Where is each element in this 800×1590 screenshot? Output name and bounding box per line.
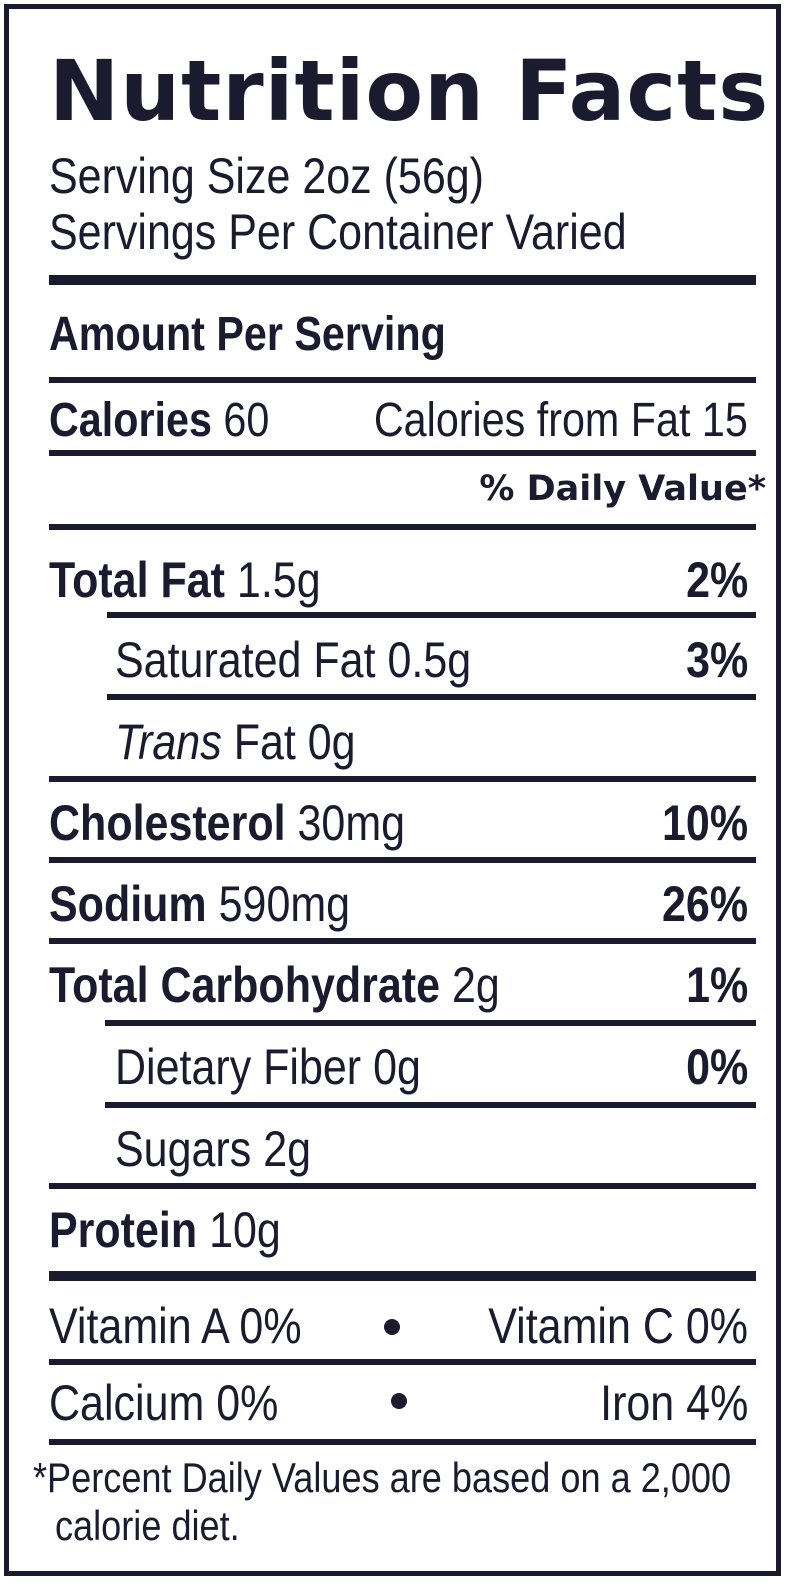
divider <box>105 1102 756 1108</box>
trans-fat-rest: Fat 0g <box>233 714 356 770</box>
footnote-line-1: *Percent Daily Values are based on a 2,0… <box>33 1454 732 1501</box>
divider <box>49 1359 756 1365</box>
calcium: Calcium 0% <box>49 1375 279 1431</box>
bullet-icon <box>391 1393 407 1409</box>
cholesterol-amount: 30mg <box>297 795 406 851</box>
sodium-amount: 590mg <box>218 876 351 932</box>
servings-per-container: Servings Per Container Varied <box>49 204 627 260</box>
total-carbohydrate-row: Total Carbohydrate 2g <box>49 960 500 1010</box>
calories-label: Calories <box>49 394 212 447</box>
divider <box>49 377 756 383</box>
divider <box>105 1020 756 1026</box>
footnote-line-2: calorie diet. <box>55 1502 240 1549</box>
thick-divider <box>49 1271 756 1281</box>
divider <box>49 776 756 782</box>
thick-divider <box>49 275 756 285</box>
saturated-fat-label: Saturated Fat 0.5g <box>115 632 472 688</box>
total-fat-amount: 1.5g <box>236 552 321 608</box>
sodium-dv: 26% <box>661 876 748 932</box>
calories-from-fat: Calories from Fat 15 <box>374 394 748 447</box>
dietary-fiber-label: Dietary Fiber 0g <box>115 1039 421 1095</box>
trans-fat-italic: Trans <box>115 714 222 770</box>
trans-fat-row: Trans Fat 0g <box>115 717 356 767</box>
cholesterol-label: Cholesterol <box>49 795 286 851</box>
cholesterol-row: Cholesterol 30mg <box>49 798 405 848</box>
total-carbohydrate-label: Total Carbohydrate <box>49 957 441 1013</box>
total-carbohydrate-amount: 2g <box>451 957 500 1013</box>
protein-label: Protein <box>49 1202 198 1258</box>
calories-row: Calories 60 <box>49 397 269 445</box>
cholesterol-dv: 10% <box>661 795 748 851</box>
sodium-label: Sodium <box>49 876 207 932</box>
vitamin-a: Vitamin A 0% <box>49 1298 302 1354</box>
protein-amount: 10g <box>209 1202 281 1258</box>
total-fat-row: Total Fat 1.5g <box>49 555 321 605</box>
iron: Iron 4% <box>599 1375 748 1431</box>
divider <box>49 524 756 530</box>
divider <box>49 938 756 944</box>
vitamin-c: Vitamin C 0% <box>488 1298 748 1354</box>
sodium-row: Sodium 590mg <box>49 879 350 929</box>
divider <box>49 1183 756 1189</box>
serving-size: Serving Size 2oz (56g) <box>49 148 484 204</box>
daily-value-header: % Daily Value* <box>479 469 766 509</box>
label-title: Nutrition Facts <box>49 42 770 140</box>
nutrition-facts-label: Nutrition Facts Serving Size 2oz (56g) S… <box>4 4 781 1576</box>
saturated-fat-dv: 3% <box>685 632 748 688</box>
bullet-icon <box>384 1319 400 1335</box>
amount-per-serving: Amount Per Serving <box>49 308 446 361</box>
divider <box>107 694 756 700</box>
sugars-label: Sugars 2g <box>115 1121 312 1177</box>
divider <box>49 857 756 863</box>
divider <box>49 450 756 456</box>
protein-row: Protein 10g <box>49 1205 281 1255</box>
divider <box>49 1439 756 1445</box>
dietary-fiber-dv: 0% <box>685 1039 748 1095</box>
total-fat-label: Total Fat <box>49 552 225 608</box>
divider <box>107 612 756 618</box>
total-fat-dv: 2% <box>685 552 748 608</box>
total-carbohydrate-dv: 1% <box>685 957 748 1013</box>
calories-value: 60 <box>223 394 270 447</box>
